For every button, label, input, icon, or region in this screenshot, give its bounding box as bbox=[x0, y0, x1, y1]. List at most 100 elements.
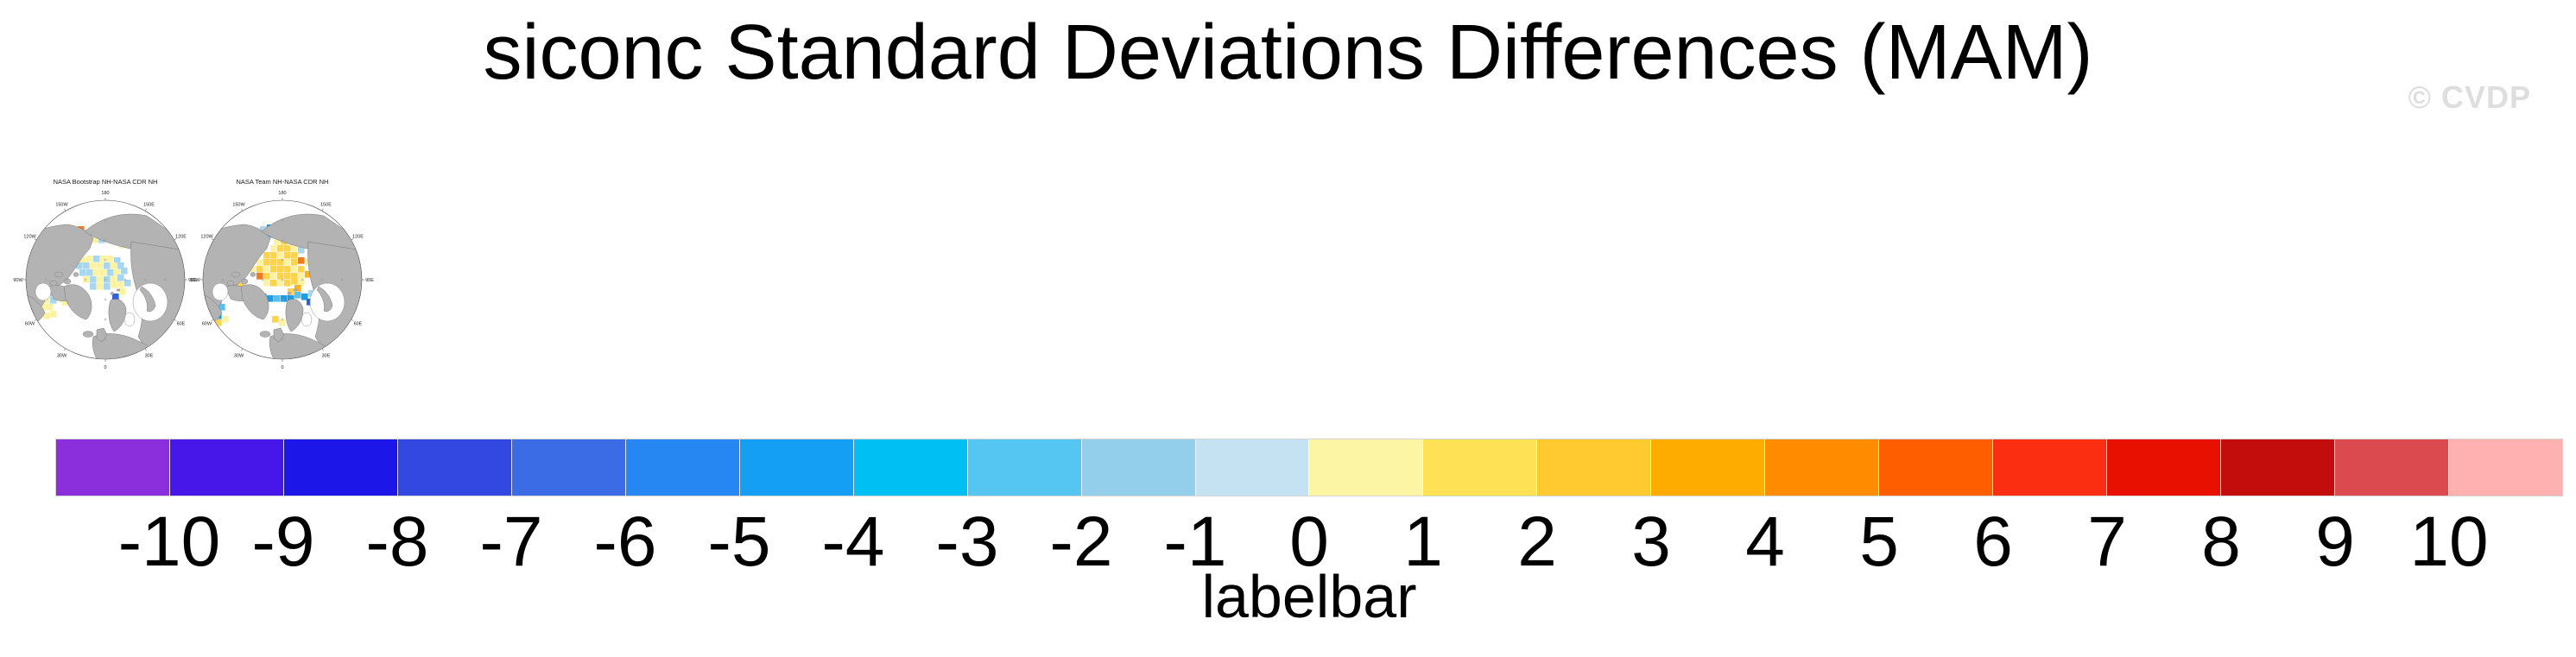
colorbar-tick-label: -4 bbox=[821, 502, 885, 581]
map-data-cell bbox=[263, 252, 270, 259]
map-data-cell bbox=[298, 257, 305, 264]
colorbar-box bbox=[853, 439, 968, 496]
longitude-label: 150W bbox=[232, 203, 245, 208]
colorbar-tick-label: -7 bbox=[479, 502, 543, 581]
map-data-cell bbox=[79, 257, 86, 264]
longitude-label: 120W bbox=[23, 235, 36, 240]
longitude-label: 0 bbox=[281, 365, 283, 370]
island bbox=[250, 272, 256, 277]
map-data-cell bbox=[107, 269, 114, 276]
map-data-cell bbox=[263, 266, 270, 273]
labelbar: -10 -9 -8 -7 -6 -5 -4 -3 -2 -1 0 1 2 3 4 5 6 7 8 9 10 labelb… bbox=[55, 439, 2563, 654]
colorbar-tick-label: 9 bbox=[2315, 502, 2355, 581]
map-data-cell bbox=[222, 316, 229, 323]
figure-title: siconc Standard Deviations Differences (… bbox=[483, 9, 2093, 96]
map-data-cell bbox=[104, 283, 111, 290]
map-data-cell bbox=[86, 269, 93, 276]
map-data-cell bbox=[298, 247, 305, 254]
map-data-cell bbox=[93, 269, 100, 276]
map-data-cell bbox=[111, 262, 117, 269]
colorbar-box bbox=[1081, 439, 1196, 496]
longitude-label: 90E bbox=[365, 278, 374, 283]
map-data-cell bbox=[284, 266, 291, 273]
island bbox=[82, 331, 94, 338]
map-data-cell bbox=[270, 273, 277, 280]
colorbar-tick-label: -5 bbox=[707, 502, 771, 581]
map-panel-title: NASA Team NH-NASA CDR NH bbox=[236, 178, 329, 186]
map-data-cell bbox=[97, 262, 104, 269]
map-data-cell bbox=[277, 280, 284, 287]
longitude-label: 30E bbox=[145, 353, 154, 358]
colorbar-tick-label: 0 bbox=[1289, 502, 1329, 581]
map-data-cell bbox=[119, 288, 126, 295]
map-data-cell bbox=[90, 283, 97, 290]
colorbar-box bbox=[2335, 439, 2450, 496]
map-data-cell bbox=[114, 269, 121, 276]
landmass bbox=[273, 327, 285, 343]
map-data-cell bbox=[298, 280, 305, 287]
map-data-cell bbox=[270, 252, 277, 259]
map-data-cell bbox=[90, 276, 97, 283]
map-data-cell bbox=[277, 252, 284, 259]
colorbar-box bbox=[625, 439, 740, 496]
map-data-cell bbox=[90, 262, 97, 269]
longitude-label: 150E bbox=[320, 203, 332, 208]
map-data-cell bbox=[86, 256, 93, 262]
colorbar-box bbox=[1195, 439, 1310, 496]
island bbox=[259, 331, 271, 338]
longitude-label: 30W bbox=[234, 353, 244, 358]
map-data-cell bbox=[307, 299, 313, 306]
colorbar-box bbox=[2107, 439, 2222, 496]
map-data-cell bbox=[270, 259, 277, 266]
map-data-cell bbox=[284, 280, 291, 287]
map-data-cell bbox=[284, 259, 291, 266]
map-panel-bootstrap: 180 150E 120E 90E 60E 30E 0 30W 60W 90W 120W 150W bbox=[13, 191, 197, 370]
map-data-cell bbox=[298, 273, 305, 280]
colorbar-tick-label: 7 bbox=[2087, 502, 2127, 581]
map-data-cell bbox=[291, 278, 298, 285]
island bbox=[73, 272, 79, 277]
colorbar-box bbox=[1309, 439, 1424, 496]
colorbar-tick-label: -9 bbox=[251, 502, 315, 581]
longitude-label: 60W bbox=[25, 322, 35, 327]
map-data-cell bbox=[215, 319, 222, 326]
landmass bbox=[96, 327, 108, 343]
colorbar-tick-label: -2 bbox=[1049, 502, 1113, 581]
longitude-label: 60W bbox=[202, 322, 212, 327]
map-data-cell bbox=[250, 266, 256, 273]
map-data-cell bbox=[260, 226, 267, 233]
map-data-cell bbox=[301, 294, 308, 300]
map-data-cell bbox=[263, 259, 270, 266]
island bbox=[110, 292, 115, 295]
longitude-label: 90W bbox=[13, 278, 23, 283]
map-data-cell bbox=[124, 280, 131, 287]
map-data-cell bbox=[40, 304, 47, 311]
colorbar-box bbox=[739, 439, 854, 496]
map-data-cell bbox=[277, 259, 284, 266]
longitude-label: 30E bbox=[322, 353, 331, 358]
longitude-label: 120W bbox=[200, 235, 213, 240]
map-data-cell bbox=[83, 262, 90, 269]
longitude-label: 120E bbox=[352, 235, 364, 240]
map-data-cell bbox=[104, 262, 111, 269]
colorbar-box bbox=[2221, 439, 2336, 496]
island bbox=[54, 271, 64, 278]
longitude-label: 0 bbox=[104, 365, 106, 370]
map-data-cell bbox=[218, 304, 225, 311]
colorbar-box bbox=[1879, 439, 1994, 496]
map-data-cell bbox=[308, 290, 315, 297]
colorbar-tick-label: 6 bbox=[1973, 502, 2013, 581]
map-data-cell bbox=[100, 269, 107, 276]
map-data-cell bbox=[111, 281, 117, 288]
landmass bbox=[63, 284, 92, 320]
map-data-cell bbox=[270, 280, 277, 287]
colorbar-tick-label: 4 bbox=[1745, 502, 1785, 581]
map-data-cell bbox=[263, 273, 270, 280]
colorbar-box bbox=[283, 439, 398, 496]
colorbar-box bbox=[169, 439, 284, 496]
cvdp-watermark: © CVDP bbox=[2408, 79, 2531, 115]
longitude-label: 60E bbox=[354, 322, 363, 327]
colorbar-box bbox=[397, 439, 512, 496]
colorbar-tick-label: 10 bbox=[2409, 502, 2489, 581]
landmass bbox=[285, 299, 304, 332]
